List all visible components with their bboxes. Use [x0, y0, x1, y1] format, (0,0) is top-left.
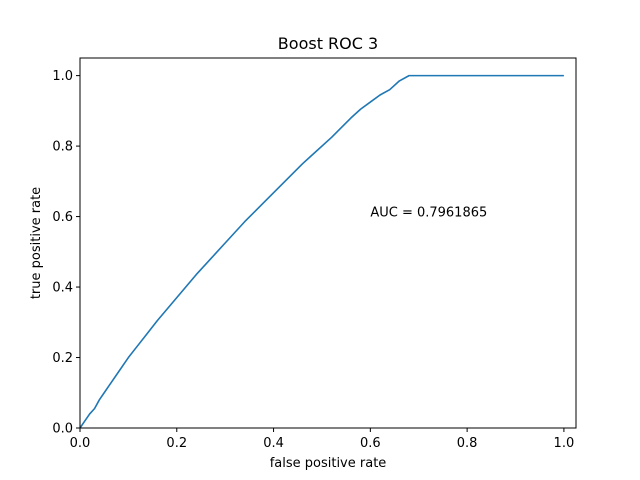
- y-tick-label: 0.0: [52, 422, 73, 437]
- y-axis-label: true positive rate: [29, 187, 44, 299]
- x-axis-label: false positive rate: [270, 456, 387, 471]
- roc-curve-line: [79, 74, 564, 429]
- x-tick-label: 0.8: [457, 436, 478, 451]
- x-tick-label: 0.4: [263, 436, 284, 451]
- y-tick-label: 0.4: [52, 281, 73, 296]
- y-tick-label: 0.2: [52, 351, 73, 366]
- y-tick-label: 0.6: [52, 210, 73, 225]
- x-tick-label: 0.6: [360, 436, 381, 451]
- x-tick-label: 0.0: [70, 436, 91, 451]
- y-tick-label: 0.8: [52, 140, 73, 155]
- plot-frame: [79, 57, 577, 429]
- x-axis-ticks: 0.0 0.2 0.4 0.6 0.8 1.0: [70, 428, 575, 451]
- x-tick-label: 1.0: [554, 436, 575, 451]
- y-axis-ticks: 0.0 0.2 0.4 0.6 0.8 1.0: [52, 69, 80, 437]
- plot-area: [80, 58, 576, 428]
- x-tick-label: 0.2: [166, 436, 187, 451]
- y-tick-label: 1.0: [52, 69, 73, 84]
- chart-title: Boost ROC 3: [278, 34, 378, 53]
- auc-annotation: AUC = 0.7961865: [370, 206, 487, 221]
